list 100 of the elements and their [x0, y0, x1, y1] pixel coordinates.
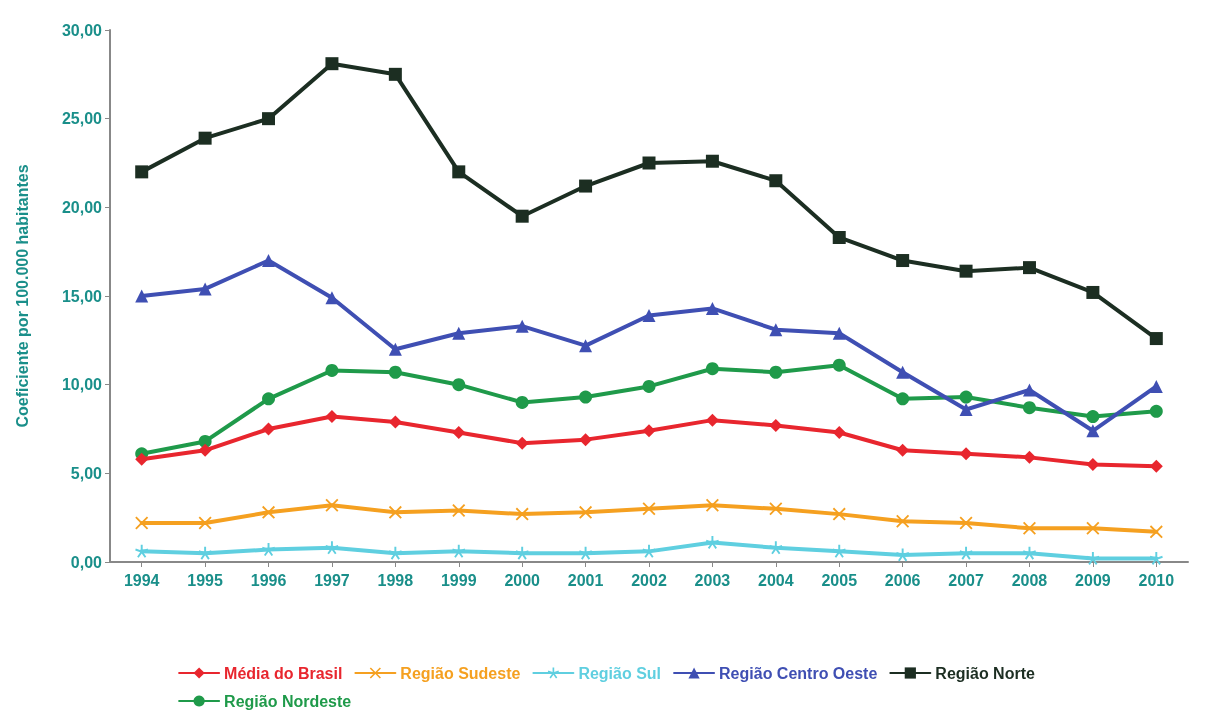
x-tick-label: 2008 — [1011, 571, 1048, 589]
point — [262, 112, 276, 126]
point — [705, 301, 719, 315]
x-tick-label: 2010 — [1138, 571, 1175, 589]
x-tick-label: 2004 — [758, 571, 794, 589]
point — [388, 67, 402, 81]
point — [198, 443, 212, 457]
x-tick-label: 1996 — [250, 571, 287, 589]
legend-label: Região Sul — [578, 664, 662, 682]
x-tick-label: 1998 — [377, 571, 414, 589]
point — [1086, 551, 1100, 565]
point — [579, 505, 593, 519]
point — [452, 504, 466, 518]
x-tick-label: 2005 — [821, 571, 858, 589]
point — [642, 156, 656, 170]
point — [325, 498, 339, 512]
point — [198, 131, 212, 145]
y-tick-label: 30,00 — [61, 21, 103, 39]
point — [388, 505, 402, 519]
point — [325, 363, 339, 377]
point — [705, 362, 719, 376]
point — [959, 264, 973, 278]
legend-label: Região Norte — [935, 664, 1035, 682]
point — [388, 546, 402, 560]
point — [832, 358, 846, 372]
point — [769, 502, 783, 516]
point — [579, 546, 593, 560]
point — [896, 392, 910, 406]
point — [388, 342, 402, 356]
x-tick-label: 2007 — [948, 571, 984, 589]
legend-label: Região Sudeste — [400, 664, 521, 682]
point — [896, 514, 910, 528]
x-tick-label: 2003 — [694, 571, 731, 589]
y-tick-label: 25,00 — [61, 110, 103, 128]
legend-label: Região Nordeste — [224, 692, 352, 710]
point — [1086, 521, 1100, 535]
x-tick-label: 1999 — [440, 571, 477, 589]
point — [705, 535, 719, 549]
point — [1086, 457, 1100, 471]
point — [1149, 525, 1163, 539]
x-tick-label: 2009 — [1075, 571, 1111, 589]
point — [325, 57, 339, 71]
point — [1149, 332, 1163, 346]
y-tick-label: 15,00 — [61, 287, 103, 305]
point — [452, 165, 466, 179]
point — [579, 433, 593, 447]
point — [452, 544, 466, 558]
point — [325, 541, 339, 555]
point — [769, 365, 783, 379]
y-tick-label: 5,00 — [70, 464, 103, 482]
point — [515, 546, 529, 560]
point — [769, 541, 783, 555]
x-tick-label: 2002 — [631, 571, 667, 589]
point — [262, 422, 276, 436]
point — [135, 165, 149, 179]
point — [1149, 404, 1163, 418]
point — [1149, 459, 1163, 473]
point — [1086, 410, 1100, 424]
point — [1149, 551, 1163, 565]
point — [452, 326, 466, 340]
point — [198, 282, 212, 296]
point — [388, 365, 402, 379]
point — [769, 418, 783, 432]
point — [705, 154, 719, 168]
point — [896, 254, 910, 268]
point — [642, 309, 656, 323]
point — [705, 413, 719, 427]
point — [515, 209, 529, 223]
point — [642, 379, 656, 393]
point — [1022, 450, 1036, 464]
point — [135, 544, 149, 558]
point — [832, 230, 846, 244]
point — [1022, 261, 1036, 275]
point — [832, 326, 846, 340]
point — [135, 289, 149, 303]
point — [325, 410, 339, 424]
y-tick-label: 20,00 — [61, 198, 103, 216]
point — [325, 291, 339, 305]
point — [769, 323, 783, 337]
point — [262, 254, 276, 268]
y-axis-title: Coeficiente por 100.000 habitantes — [13, 164, 31, 428]
legend-label: Região Centro Oeste — [719, 664, 878, 682]
point — [198, 516, 212, 530]
point — [262, 505, 276, 519]
point — [262, 392, 276, 406]
x-tick-label: 1994 — [123, 571, 160, 589]
point — [452, 426, 466, 440]
x-tick-label: 2006 — [884, 571, 921, 589]
point — [642, 544, 656, 558]
point — [579, 339, 593, 353]
point — [1022, 401, 1036, 415]
point — [896, 548, 910, 562]
point — [959, 447, 973, 461]
point — [198, 546, 212, 560]
point — [579, 179, 593, 193]
point — [1149, 379, 1163, 393]
point — [642, 424, 656, 438]
point — [515, 319, 529, 333]
point — [135, 516, 149, 530]
point — [1086, 285, 1100, 299]
